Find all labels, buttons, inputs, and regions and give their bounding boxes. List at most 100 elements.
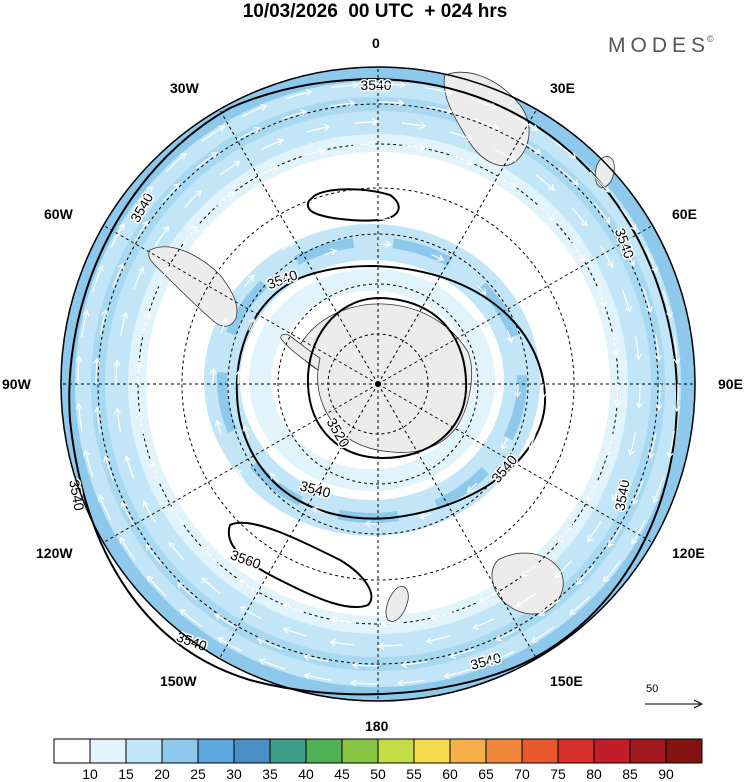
contour-3540-polar (235, 264, 547, 520)
streamline-arrowhead (75, 355, 83, 363)
streamline-arrowhead (419, 122, 427, 129)
streamline-arrowhead (635, 402, 643, 409)
brand-logo: MODES© (608, 34, 714, 58)
streamline-arrowhead (303, 654, 311, 661)
streamline-arrowhead (209, 368, 217, 375)
streamline-arrowhead (449, 651, 456, 659)
contour-label: 3540 (360, 77, 391, 93)
streamline-arrowhead (437, 254, 445, 261)
streamline-arrowhead (539, 393, 547, 400)
streamline-segment (516, 383, 519, 397)
streamline-segment (365, 522, 379, 525)
lon-label-150w: 150W (160, 673, 197, 689)
colorbar-swatch (665, 738, 703, 764)
streamline-arrowhead (214, 613, 222, 621)
colorbar (53, 738, 703, 764)
colorbar-swatch (413, 738, 451, 764)
streamline-arrowhead (602, 185, 610, 193)
streamline-arrowhead (114, 407, 122, 415)
streamline-segment (212, 369, 215, 385)
reference-vector-label: 50 (646, 683, 659, 695)
streamline-arrowhead (303, 672, 311, 680)
land-masses (148, 71, 615, 622)
streamline-arrowhead (276, 138, 284, 145)
polar-band-light (249, 269, 495, 491)
streamline-segment (377, 218, 393, 221)
streamline-arrowhead (479, 288, 487, 296)
streamline-arrowhead (269, 472, 277, 480)
streamline-arrowhead (578, 255, 585, 263)
colorbar-tick-label: 30 (226, 766, 242, 782)
streamline-arrowhead (531, 124, 539, 131)
lon-label-0: 0 (372, 35, 380, 51)
colorbar-swatch (53, 738, 91, 764)
streamline-arrowhead (217, 637, 225, 644)
streamline-arrowhead (605, 448, 613, 456)
colorbar-swatch (197, 738, 235, 764)
streamline-arrowhead (557, 536, 565, 543)
streamline-arrowhead (149, 460, 156, 468)
reference-vector-arrow (645, 699, 704, 709)
streamline-arrowhead (443, 672, 451, 679)
streamline-arrowhead (253, 126, 261, 134)
pole-marker (375, 381, 381, 387)
lon-label-30w: 30W (170, 80, 199, 96)
streamline-arrowhead (268, 507, 276, 514)
streamline-arrowhead (311, 507, 319, 514)
streamline-arrowhead (430, 613, 438, 621)
streamline-arrowhead (377, 642, 384, 650)
streamline-arrowhead (625, 305, 632, 313)
streamline-arrowhead (142, 500, 150, 508)
streamline-arrowhead (634, 353, 642, 361)
streamline-arrowhead (572, 179, 579, 186)
streamline-arrowhead (666, 311, 673, 319)
colorbar-swatch (161, 738, 199, 764)
streamline-arrowhead (466, 485, 474, 493)
streamline-arrowhead (330, 248, 338, 256)
colorbar-tick-label: 15 (118, 766, 134, 782)
antarctica (299, 303, 473, 453)
colorbar-tick-label: 50 (370, 766, 386, 782)
streamline-arrowhead (534, 147, 542, 155)
lon-label-180: 180 (365, 718, 389, 734)
streamline-arrowhead (630, 224, 637, 232)
streamline-arrowhead (143, 312, 151, 320)
streamline-arrowhead (83, 449, 90, 457)
lon-label-120e: 120E (672, 545, 705, 561)
colorbar-swatch (557, 738, 595, 764)
streamline-arrowhead (171, 505, 178, 513)
streamline-arrowhead (530, 636, 538, 643)
streamline-arrowhead (121, 311, 128, 319)
colorbar-swatch (629, 738, 667, 764)
streamline-arrowhead (655, 354, 663, 362)
streamline-arrowhead (613, 400, 621, 407)
streamline-arrowhead (257, 638, 264, 645)
lon-label-60e: 60E (672, 206, 697, 222)
contour-3560-south (227, 521, 373, 609)
streamline-arrowhead (538, 609, 545, 617)
streamline-arrowhead (632, 498, 639, 505)
streamline-arrowhead (418, 512, 426, 520)
streamline-segment (541, 383, 544, 399)
streamline-arrowhead (586, 535, 594, 543)
streamline-arrowhead (413, 540, 421, 548)
colorbar-swatch (341, 738, 379, 764)
streamline-arrowhead (93, 357, 101, 365)
streamline-arrowhead (510, 182, 518, 189)
streamline-arrowhead (372, 118, 379, 126)
colorbar-tick-label: 65 (478, 766, 494, 782)
streamline-arrowhead (235, 467, 242, 475)
streamline-arrowhead (437, 227, 444, 234)
colorbar-tick-label: 20 (154, 766, 170, 782)
streamline-arrowhead (162, 225, 170, 233)
streamline-arrowhead (179, 609, 187, 616)
streamline-arrowhead (380, 620, 387, 628)
streamline-arrowhead (137, 266, 145, 274)
streamline-arrowhead (581, 219, 588, 227)
colorbar-tick-label: 70 (514, 766, 530, 782)
streamline-arrowhead (101, 309, 108, 317)
wind-streamlines (75, 81, 681, 687)
streamline-arrowhead (472, 623, 480, 630)
streamline-arrowhead (239, 606, 247, 613)
